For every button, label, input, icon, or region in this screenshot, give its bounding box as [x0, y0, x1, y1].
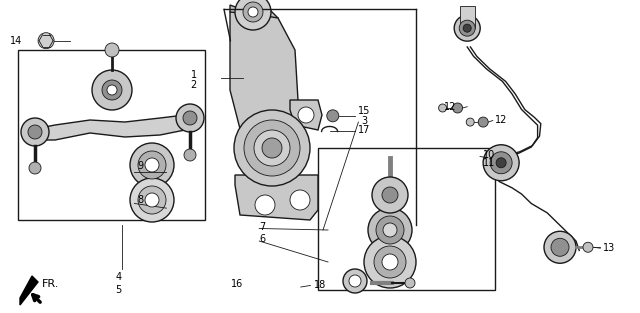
Circle shape: [107, 85, 117, 95]
Text: 11: 11: [483, 158, 495, 168]
Text: 12: 12: [495, 115, 507, 125]
Polygon shape: [20, 276, 38, 305]
Circle shape: [374, 246, 406, 278]
Text: 6: 6: [259, 234, 266, 244]
Text: 5: 5: [115, 285, 122, 295]
Circle shape: [383, 223, 397, 237]
Circle shape: [145, 193, 159, 207]
Circle shape: [130, 143, 174, 187]
Circle shape: [544, 231, 576, 263]
Circle shape: [244, 120, 300, 176]
Bar: [318, 148, 495, 290]
Text: 13: 13: [603, 243, 615, 253]
Text: 16: 16: [230, 279, 243, 289]
Text: 1: 1: [191, 70, 197, 80]
Text: 4: 4: [115, 272, 122, 282]
Circle shape: [405, 278, 415, 288]
Circle shape: [255, 195, 275, 215]
Circle shape: [452, 103, 463, 113]
Text: 7: 7: [259, 222, 266, 232]
Circle shape: [290, 190, 310, 210]
Circle shape: [28, 125, 42, 139]
Circle shape: [102, 80, 122, 100]
Circle shape: [235, 0, 271, 30]
Circle shape: [372, 177, 408, 213]
Circle shape: [248, 7, 258, 17]
Circle shape: [29, 162, 41, 174]
Circle shape: [92, 70, 132, 110]
Text: FR.: FR.: [42, 279, 60, 289]
Circle shape: [349, 275, 361, 287]
Circle shape: [145, 158, 159, 172]
Circle shape: [234, 110, 310, 186]
Polygon shape: [230, 5, 278, 35]
Bar: [460, 6, 475, 28]
Circle shape: [382, 187, 398, 203]
Text: 17: 17: [358, 125, 371, 135]
Text: 8: 8: [138, 195, 144, 205]
Circle shape: [138, 186, 166, 214]
Text: 15: 15: [358, 106, 371, 116]
Circle shape: [438, 104, 447, 112]
Circle shape: [583, 242, 593, 252]
Circle shape: [364, 236, 416, 288]
Circle shape: [460, 20, 476, 36]
Text: 2: 2: [191, 80, 197, 90]
Circle shape: [21, 118, 49, 146]
Text: 3: 3: [362, 115, 368, 126]
Circle shape: [376, 216, 404, 244]
Text: 14: 14: [10, 36, 22, 46]
Circle shape: [466, 118, 474, 126]
Circle shape: [243, 2, 263, 22]
Circle shape: [496, 158, 506, 168]
Circle shape: [483, 145, 519, 181]
Circle shape: [176, 104, 204, 132]
Polygon shape: [235, 175, 318, 220]
Circle shape: [183, 111, 197, 125]
Circle shape: [138, 151, 166, 179]
Circle shape: [490, 152, 512, 174]
Circle shape: [38, 33, 54, 49]
Circle shape: [382, 254, 398, 270]
Circle shape: [368, 208, 412, 252]
Circle shape: [327, 110, 339, 122]
Polygon shape: [230, 12, 298, 175]
Circle shape: [343, 269, 367, 293]
Circle shape: [262, 138, 282, 158]
Circle shape: [298, 107, 314, 123]
Text: 10: 10: [483, 150, 495, 160]
Circle shape: [463, 24, 471, 32]
Circle shape: [478, 117, 488, 127]
Circle shape: [184, 149, 196, 161]
Circle shape: [130, 178, 174, 222]
Text: 12: 12: [444, 102, 456, 112]
Polygon shape: [30, 115, 195, 140]
Circle shape: [454, 15, 480, 41]
Circle shape: [551, 238, 569, 256]
Bar: [18, 50, 205, 220]
Circle shape: [254, 130, 290, 166]
Text: 18: 18: [314, 280, 326, 290]
Polygon shape: [290, 100, 322, 130]
Circle shape: [105, 43, 119, 57]
Text: 9: 9: [138, 161, 144, 171]
